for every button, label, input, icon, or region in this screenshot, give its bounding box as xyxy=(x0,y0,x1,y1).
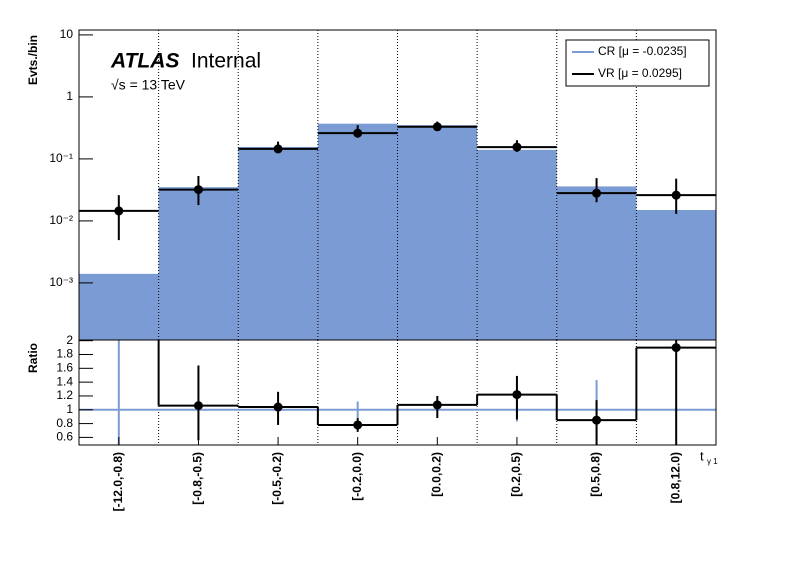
x-tick-label: [-0.5,-0.2) xyxy=(270,452,284,505)
vr-ratio-point xyxy=(353,420,363,430)
cr-bar xyxy=(397,125,478,340)
y-tick-label: 2 xyxy=(66,333,73,347)
cr-bar xyxy=(556,186,637,340)
y-tick-label: 10⁻³ xyxy=(49,275,73,289)
vr-ratio-point xyxy=(512,390,522,400)
x-axis-label-sub: γ 1 xyxy=(707,457,718,466)
vr-point xyxy=(432,122,442,132)
x-tick-label: [-12.0,-0.8) xyxy=(111,452,125,511)
legend-box xyxy=(565,39,710,87)
vr-ratio-point xyxy=(193,401,203,411)
vr-point xyxy=(353,128,363,138)
y-axis-label: Ratio xyxy=(26,343,40,373)
cr-bar xyxy=(238,146,318,340)
y-tick-label: 1 xyxy=(66,89,73,103)
vr-point xyxy=(114,206,124,216)
x-tick-label: [0.8,12.0) xyxy=(668,452,682,503)
y-axis-label: Evts./bin xyxy=(26,35,40,85)
y-tick-label: 0.6 xyxy=(56,430,73,444)
cr-bar xyxy=(477,149,557,340)
vr-ratio-point xyxy=(592,415,602,425)
cr-bar xyxy=(636,209,716,340)
vr-point xyxy=(273,144,283,154)
cr-bar xyxy=(79,273,159,340)
vr-point xyxy=(592,188,602,198)
cr-bar xyxy=(158,187,239,340)
y-tick-label: 1.4 xyxy=(56,374,73,388)
x-tick-label: [0.2,0.5) xyxy=(509,452,523,497)
x-tick-label: [0.5,0.8) xyxy=(589,452,603,497)
y-tick-label: 1 xyxy=(66,402,73,416)
bottom-frame xyxy=(78,339,717,446)
vr-ratio-point xyxy=(671,343,681,353)
y-tick-label: 10⁻² xyxy=(49,213,73,227)
vr-ratio-point xyxy=(273,402,283,412)
vr-point xyxy=(193,185,203,195)
y-tick-label: 0.8 xyxy=(56,416,73,430)
x-tick-label: [0.0,0.2) xyxy=(429,452,443,497)
x-tick-label: [-0.2,0.0) xyxy=(350,452,364,501)
y-tick-label: 1.6 xyxy=(56,360,73,374)
y-tick-label: 1.8 xyxy=(56,347,73,361)
y-tick-label: 10⁻¹ xyxy=(49,151,73,165)
y-tick-label: 1.2 xyxy=(56,388,73,402)
legend-label: VR [μ = 0.0295] xyxy=(598,66,682,80)
cr-bar xyxy=(317,123,398,340)
y-tick-label: 10 xyxy=(60,27,74,41)
legend-label: CR [μ = -0.0235] xyxy=(598,44,687,58)
experiment-label: ATLAS xyxy=(110,50,179,73)
vr-ratio-point xyxy=(432,400,442,410)
energy-label: √s = 13 TeV xyxy=(111,77,186,93)
vr-point xyxy=(512,142,522,152)
vr-point xyxy=(671,190,681,200)
x-axis-label: t xyxy=(700,448,704,463)
status-label: Internal xyxy=(191,50,261,73)
x-tick-label: [-0.8,-0.5) xyxy=(191,452,205,505)
